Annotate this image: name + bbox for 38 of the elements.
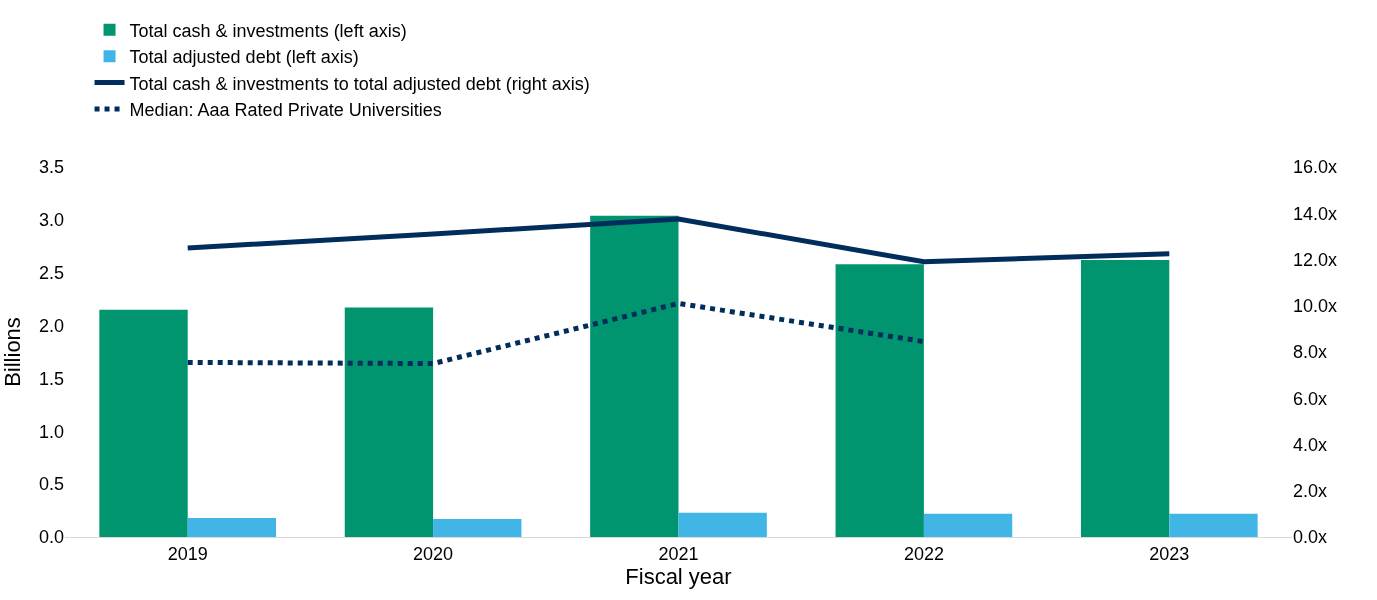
legend-label: Total cash & investments (left axis) — [129, 20, 407, 41]
y2-tick-label: 14.0x — [1293, 203, 1338, 224]
x-axis-title: Fiscal year — [625, 563, 732, 589]
x-tick-label: 2021 — [658, 543, 699, 564]
y2-tick-label: 2.0x — [1293, 481, 1328, 502]
legend-label: Total adjusted debt (left axis) — [129, 47, 359, 68]
y-tick-label: 3.0 — [38, 210, 64, 231]
bar — [187, 517, 277, 537]
bar — [1080, 260, 1170, 537]
y-tick-label: 3.5 — [38, 157, 64, 178]
bar — [590, 215, 679, 537]
y-tick-label: 1.5 — [38, 368, 64, 389]
y-tick-label: 1.0 — [38, 421, 64, 442]
x-tick-label: 2020 — [413, 543, 454, 564]
bar — [835, 264, 924, 537]
y2-tick-label: 8.0x — [1293, 342, 1328, 363]
x-tick-label: 2023 — [1149, 543, 1190, 564]
x-tick-label: 2019 — [167, 543, 208, 564]
y-tick-label: 0.0 — [38, 527, 64, 548]
y2-tick-label: 0.0x — [1293, 527, 1328, 548]
bar — [923, 513, 1013, 537]
y-tick-label: 2.5 — [38, 263, 64, 284]
bar — [433, 519, 522, 537]
legend-label: Total cash & investments to total adjusted debt (right axis) — [129, 73, 590, 94]
y2-tick-label: 10.0x — [1293, 296, 1338, 317]
bar — [344, 307, 434, 537]
bar — [1169, 513, 1258, 537]
legend-label: Median: Aaa Rated Private Universities — [129, 100, 442, 121]
y2-tick-label: 6.0x — [1293, 388, 1328, 409]
y2-tick-label: 12.0x — [1293, 249, 1338, 270]
y-axis-title: Billions — [0, 317, 25, 387]
bar — [99, 309, 188, 537]
y2-tick-label: 4.0x — [1293, 434, 1328, 455]
y-tick-label: 2.0 — [38, 315, 64, 336]
y2-tick-label: 16.0x — [1293, 157, 1338, 178]
y-tick-label: 0.5 — [38, 474, 64, 495]
bar — [678, 512, 767, 537]
x-tick-label: 2022 — [903, 543, 944, 564]
